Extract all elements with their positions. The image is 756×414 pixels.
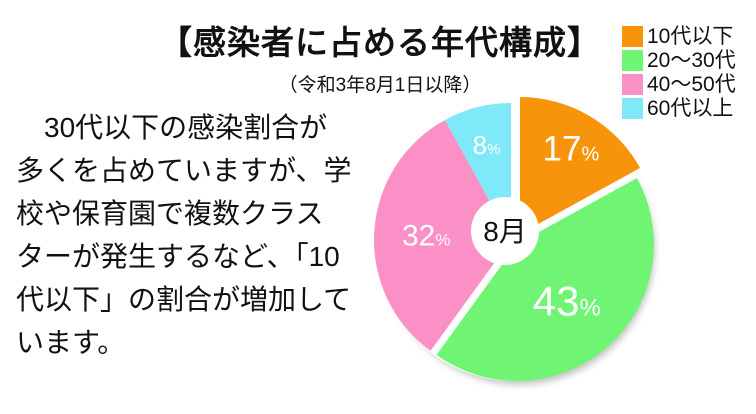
description-line: 30代以下の感染割合が (16, 112, 328, 143)
legend-item: 60代以上 (622, 96, 736, 120)
slice-percent-label: 32% (402, 219, 451, 252)
legend-item: 20〜30代 (622, 48, 736, 72)
slice-percent-label: 43% (533, 278, 601, 325)
legend-label: 40〜50代 (647, 72, 736, 96)
pie-slice (520, 97, 641, 234)
chart-subtitle: （令和3年8月1日以降） (278, 75, 482, 96)
pie-slice (436, 177, 654, 381)
description-line: 代以下」の割合が増加して (16, 284, 352, 315)
description-line: ターが発生するなど、「10 (16, 241, 340, 272)
description-text: 30代以下の感染割合が 多くを占めていますが、学 校や保育園で複数クラス ターが… (16, 106, 372, 364)
chart-title: 【感染者に占める年代構成】 (159, 24, 601, 61)
legend-item: 40〜50代 (622, 72, 736, 96)
legend-item: 10代以下 (622, 24, 736, 48)
donut-hole (471, 197, 539, 265)
legend-swatch (622, 73, 643, 95)
legend-label: 60代以上 (647, 96, 734, 120)
slice-percent-label: 8% (473, 130, 501, 160)
description-line: 校や保育園で複数クラス (16, 198, 324, 229)
pie-center-label: 8月 (483, 216, 527, 247)
legend-label: 10代以下 (647, 24, 734, 48)
pie-slice (374, 119, 511, 351)
slice-percent-label: 17% (543, 130, 600, 169)
description-line: います。 (16, 327, 126, 358)
title-block: 【感染者に占める年代構成】 （令和3年8月1日以降） (110, 16, 650, 97)
legend-label: 20〜30代 (647, 48, 736, 72)
legend-swatch (622, 25, 643, 47)
description-line: 多くを占めていますが、学 (16, 155, 352, 186)
infographic: 【感染者に占める年代構成】 （令和3年8月1日以降） 10代以下 20〜30代 … (16, 16, 736, 385)
legend: 10代以下 20〜30代 40〜50代 60代以上 (622, 24, 736, 120)
legend-swatch (622, 97, 643, 119)
legend-swatch (622, 49, 643, 71)
pie-chart: 17% 43% 32% 8% 8月 (374, 97, 655, 385)
